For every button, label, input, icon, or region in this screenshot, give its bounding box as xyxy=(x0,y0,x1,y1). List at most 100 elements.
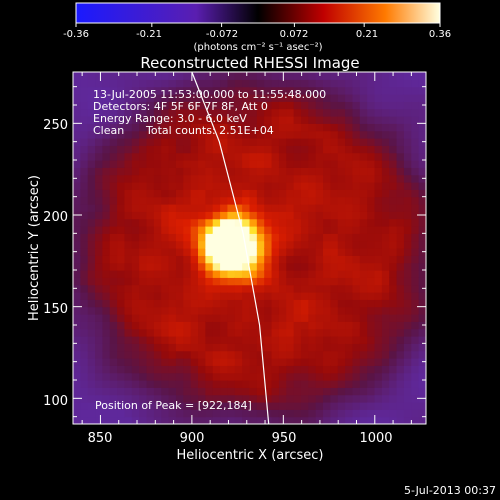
heatmap-cell xyxy=(212,240,221,249)
heatmap-cell xyxy=(403,211,412,220)
heatmap-cell xyxy=(205,350,214,359)
heatmap-cell xyxy=(175,182,184,190)
heatmap-cell xyxy=(403,204,412,212)
heatmap-cell xyxy=(286,174,295,183)
heatmap-cell xyxy=(293,306,302,315)
heatmap-cell xyxy=(198,218,206,227)
heatmap-cell xyxy=(131,284,140,293)
heatmap-cell xyxy=(403,130,412,139)
heatmap-cell xyxy=(308,387,317,396)
heatmap-cell xyxy=(256,365,265,374)
heatmap-cell xyxy=(381,270,390,278)
heatmap-cell xyxy=(359,402,368,410)
heatmap-cell xyxy=(183,218,192,227)
heatmap-cell xyxy=(315,402,324,410)
heatmap-cell xyxy=(286,145,295,154)
heatmap-cell xyxy=(227,380,236,388)
heatmap-cell xyxy=(359,94,368,102)
heatmap-cell xyxy=(175,270,184,278)
heatmap-cell xyxy=(359,328,368,337)
heatmap-cell xyxy=(95,152,104,161)
heatmap-cell xyxy=(117,292,126,300)
heatmap-cell xyxy=(87,328,96,337)
heatmap-cell xyxy=(337,262,346,271)
heatmap-cell xyxy=(359,262,368,271)
heatmap-cell xyxy=(139,123,148,132)
heatmap-cell xyxy=(264,270,273,278)
heatmap-cell xyxy=(374,299,383,308)
heatmap-cell xyxy=(220,380,229,388)
heatmap-cell xyxy=(183,189,192,198)
heatmap-cell xyxy=(139,292,148,300)
heatmap-cell xyxy=(374,394,383,403)
heatmap-cell xyxy=(359,152,368,161)
heatmap-cell xyxy=(293,108,302,117)
heatmap-cell xyxy=(411,299,420,308)
heatmap-cell xyxy=(220,240,229,249)
heatmap-cell xyxy=(256,292,265,300)
heatmap-cell xyxy=(389,299,398,308)
heatmap-cell xyxy=(198,79,206,88)
heatmap-cell xyxy=(190,262,199,271)
heatmap-cell xyxy=(139,240,148,249)
heatmap-cell xyxy=(411,284,420,293)
heatmap-cell xyxy=(161,394,170,403)
heatmap-cell xyxy=(374,167,383,176)
heatmap-cell xyxy=(264,86,273,95)
heatmap-cell xyxy=(234,160,243,168)
heatmap-cell xyxy=(345,218,354,227)
heatmap-cell xyxy=(411,94,420,102)
heatmap-cell xyxy=(249,189,258,198)
heatmap-cell xyxy=(212,204,221,212)
heatmap-cell xyxy=(212,196,221,205)
heatmap-cell xyxy=(80,233,89,242)
heatmap-cell xyxy=(117,336,126,344)
heatmap-cell xyxy=(278,306,287,315)
heatmap-cell xyxy=(418,240,426,249)
heatmap-cell xyxy=(205,101,214,110)
heatmap-cell xyxy=(198,248,206,256)
heatmap-cell xyxy=(205,130,214,139)
heatmap-cell xyxy=(359,336,368,344)
heatmap-cell xyxy=(271,182,280,190)
heatmap-cell xyxy=(205,211,214,220)
heatmap-cell xyxy=(403,79,412,88)
heatmap-cell xyxy=(367,86,376,95)
heatmap-cell xyxy=(403,145,412,154)
heatmap-cell xyxy=(153,79,162,88)
heatmap-cell xyxy=(220,343,229,352)
heatmap-cell xyxy=(300,248,309,256)
heatmap-cell xyxy=(190,343,199,352)
heatmap-cell xyxy=(286,343,295,352)
heatmap-cell xyxy=(146,321,155,330)
heatmap-cell xyxy=(175,402,184,410)
heatmap-cell xyxy=(109,292,118,300)
heatmap-cell xyxy=(367,365,376,374)
heatmap-cell xyxy=(139,130,148,139)
heatmap-cell xyxy=(212,380,221,388)
heatmap-cell xyxy=(102,402,111,410)
heatmap-cell xyxy=(345,394,354,403)
heatmap-cell xyxy=(418,72,426,80)
heatmap-cell xyxy=(323,189,331,198)
heatmap-cell xyxy=(286,416,295,424)
heatmap-cell xyxy=(389,328,398,337)
heatmap-cell xyxy=(381,387,390,396)
heatmap-cell xyxy=(73,277,81,286)
heatmap-cell xyxy=(131,211,140,220)
heatmap-cell xyxy=(146,248,155,256)
heatmap-cell xyxy=(73,255,81,264)
heatmap-cell xyxy=(411,160,420,168)
heatmap-cell xyxy=(198,116,206,124)
heatmap-cell xyxy=(374,372,383,381)
heatmap-cell xyxy=(80,101,89,110)
heatmap-cell xyxy=(168,306,177,315)
heatmap-cell xyxy=(323,123,331,132)
heatmap-cell xyxy=(315,372,324,381)
heatmap-cell xyxy=(212,86,221,95)
heatmap-cell xyxy=(256,358,265,366)
heatmap-cell xyxy=(256,86,265,95)
heatmap-cell xyxy=(146,116,155,124)
heatmap-cell xyxy=(198,167,206,176)
heatmap-cell xyxy=(227,138,236,146)
